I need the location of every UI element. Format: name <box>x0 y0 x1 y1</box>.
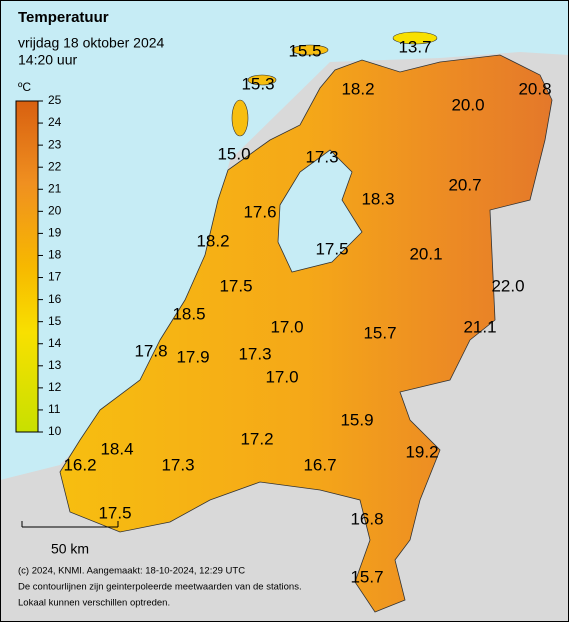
station-value: 17.0 <box>270 317 303 336</box>
station-value: 13.7 <box>398 37 431 56</box>
legend-tick-label: 11 <box>48 402 61 416</box>
station-value: 17.3 <box>238 344 271 363</box>
station-value: 20.1 <box>409 244 442 263</box>
station-value: 17.3 <box>305 147 338 166</box>
station-value: 17.0 <box>265 367 298 386</box>
station-value: 20.7 <box>448 175 481 194</box>
station-value: 15.7 <box>350 567 383 586</box>
legend-tick-label: 25 <box>48 93 62 107</box>
station-value: 16.7 <box>303 455 336 474</box>
station-value: 22.0 <box>491 276 524 295</box>
footer-line: Lokaal kunnen verschillen optreden. <box>18 598 170 609</box>
station-value: 18.4 <box>100 439 133 458</box>
legend-tick-label: 19 <box>48 226 62 240</box>
legend-unit: ºC <box>18 80 31 94</box>
legend-tick-label: 17 <box>48 270 62 284</box>
station-value: 18.2 <box>196 231 229 250</box>
legend-tick-label: 12 <box>48 380 62 394</box>
scale-label: 50 km <box>51 541 89 557</box>
land <box>59 54 553 613</box>
station-value: 17.2 <box>240 429 273 448</box>
station-value: 17.8 <box>134 341 167 360</box>
legend-tick-label: 13 <box>48 358 62 372</box>
legend-tick-label: 22 <box>48 159 62 173</box>
island <box>291 44 329 56</box>
time: 14:20 uur <box>18 52 77 68</box>
station-value: 15.5 <box>288 41 321 60</box>
lake <box>277 149 363 273</box>
footer-line: (c) 2024, KNMI. Aangemaakt: 18-10-2024, … <box>18 566 245 577</box>
station-value: 15.0 <box>217 144 250 163</box>
station-value: 16.2 <box>63 455 96 474</box>
station-value: 17.5 <box>98 503 131 522</box>
station-value: 18.3 <box>361 189 394 208</box>
island <box>231 99 249 137</box>
footer-line: De contourlijnen zijn geinterpoleerde me… <box>18 582 302 593</box>
sea <box>0 0 569 480</box>
station-value: 20.0 <box>451 95 484 114</box>
legend-tick-label: 16 <box>48 292 62 306</box>
station-value: 17.3 <box>161 455 194 474</box>
station-value: 20.8 <box>518 79 551 98</box>
station-value: 15.7 <box>363 323 396 342</box>
legend-tick-label: 15 <box>48 314 62 328</box>
station-value: 19.2 <box>405 442 438 461</box>
station-value: 15.3 <box>241 74 274 93</box>
island <box>247 74 277 86</box>
station-value: 18.2 <box>341 79 374 98</box>
station-value: 17.5 <box>219 276 252 295</box>
station-value: 21.1 <box>463 317 496 336</box>
title: Temperatuur <box>18 9 109 26</box>
station-value: 17.6 <box>243 202 276 221</box>
date: vrijdag 18 oktober 2024 <box>18 35 165 51</box>
legend-tick-label: 24 <box>48 115 62 129</box>
legend-tick-label: 10 <box>48 424 62 438</box>
legend-tick-label: 14 <box>48 336 62 350</box>
island <box>392 31 438 45</box>
station-value: 17.5 <box>315 239 348 258</box>
legend-tick-label: 23 <box>48 137 62 151</box>
station-value: 15.9 <box>340 410 373 429</box>
station-value: 18.5 <box>172 304 205 323</box>
color-bar <box>15 100 39 433</box>
legend-tick-label: 20 <box>48 204 62 218</box>
station-value: 17.9 <box>176 347 209 366</box>
legend-tick-label: 18 <box>48 248 62 262</box>
station-value: 16.8 <box>350 509 383 528</box>
legend-tick-label: 21 <box>48 181 62 195</box>
